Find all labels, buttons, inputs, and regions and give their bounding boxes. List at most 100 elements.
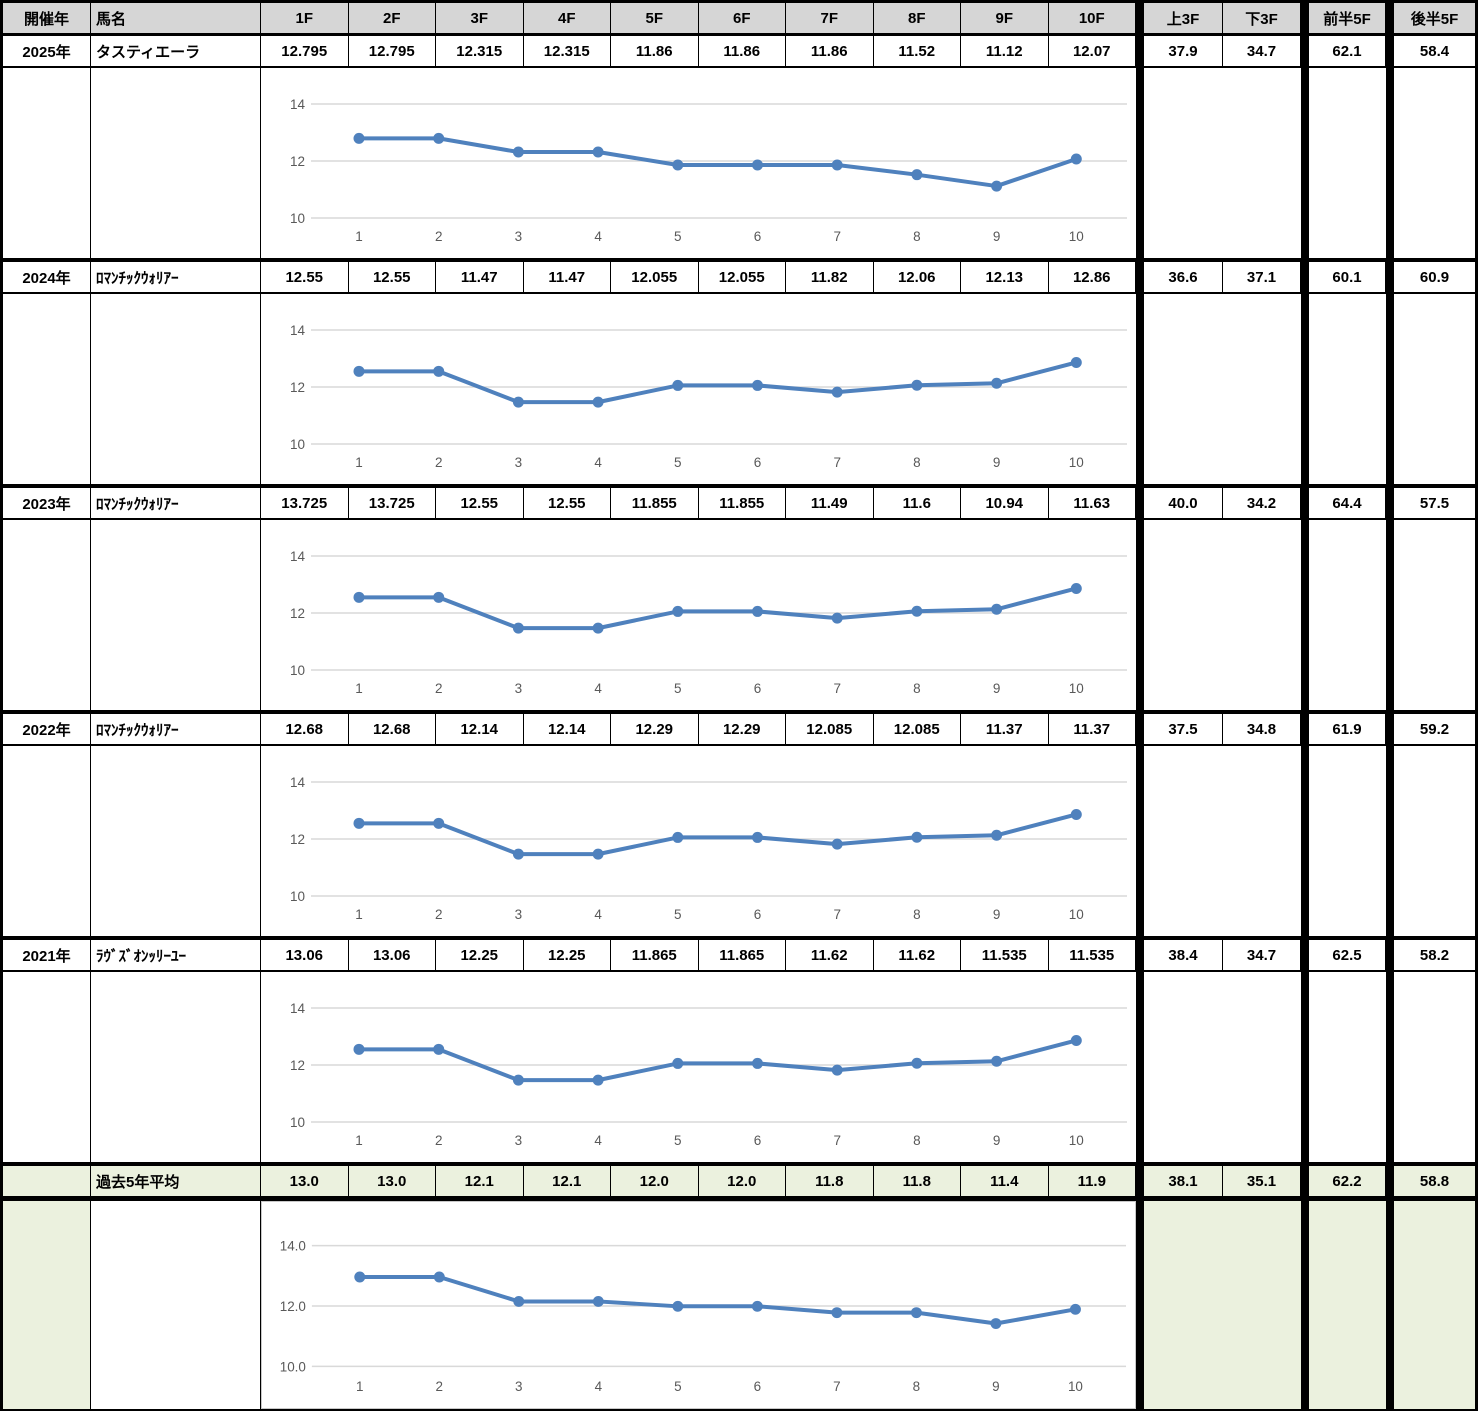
empty-cell <box>91 1201 261 1409</box>
summary-cell: 62.5 <box>1309 940 1386 972</box>
summary-cell: 37.9 <box>1144 36 1223 68</box>
data-point-marker <box>672 831 684 843</box>
lap-time-cell: 11.8 <box>873 1166 961 1198</box>
lap-time-cell: 12.29 <box>611 714 699 746</box>
data-point-marker <box>433 132 445 144</box>
data-point-marker <box>354 1271 366 1283</box>
lap-chart-2024年: 14 12 10 1 2 3 4 5 6 7 8 9 10 <box>261 294 1136 484</box>
y-axis-tick-label: 12.0 <box>280 1299 306 1314</box>
y-axis-tick-label: 12 <box>290 606 305 621</box>
x-axis-tick-label: 4 <box>594 229 602 244</box>
x-axis-tick-label: 8 <box>913 681 921 696</box>
empty-cell <box>1309 520 1386 710</box>
empty-cell <box>1394 68 1475 258</box>
y-axis-tick-label: 12 <box>290 832 305 847</box>
data-point-marker <box>592 848 604 860</box>
data-point-marker <box>911 379 923 391</box>
x-axis-tick-label: 10 <box>1069 681 1084 696</box>
x-axis-tick-label: 4 <box>594 907 602 922</box>
horse-name-cell: タスティエーラ <box>91 36 261 68</box>
x-axis-tick-label: 3 <box>515 229 523 244</box>
year-cell: 2025年 <box>3 36 91 68</box>
lap-time-cell: 11.865 <box>698 940 786 972</box>
empty-cell <box>1394 294 1475 484</box>
data-point-marker <box>831 612 843 624</box>
empty-cell <box>1144 746 1301 936</box>
y-axis-tick-label: 12 <box>290 154 305 169</box>
horse-name-cell: 過去5年平均 <box>91 1166 261 1198</box>
column-header: 1F <box>261 3 349 33</box>
column-header: 5F <box>611 3 699 33</box>
summary-cell: 64.4 <box>1309 488 1386 520</box>
y-axis-tick-label: 12 <box>290 380 305 395</box>
x-axis-tick-label: 5 <box>674 1133 682 1148</box>
horse-name-cell: ﾛﾏﾝﾁｯｸｳｫﾘｱｰ <box>91 262 261 294</box>
x-axis-tick-label: 5 <box>674 681 682 696</box>
data-point-marker <box>512 848 524 860</box>
data-point-marker <box>353 1043 365 1055</box>
data-point-marker <box>592 146 604 158</box>
lap-time-cell: 11.855 <box>611 488 699 520</box>
column-header: 馬名 <box>91 3 261 33</box>
column-header: 上3F <box>1144 3 1223 33</box>
data-point-marker <box>592 1074 604 1086</box>
lap-time-cell: 12.13 <box>961 262 1049 294</box>
summary-cell: 60.1 <box>1309 262 1386 294</box>
column-header: 4F <box>523 3 611 33</box>
column-header: 7F <box>786 3 874 33</box>
x-axis-tick-label: 1 <box>355 1133 363 1148</box>
x-axis-tick-label: 3 <box>515 1133 523 1148</box>
lap-time-line-series <box>357 586 1079 631</box>
data-point-marker <box>991 377 1003 389</box>
x-axis-tick-label: 2 <box>435 455 443 470</box>
x-axis-tick-label: 2 <box>435 907 443 922</box>
data-point-marker <box>353 132 365 144</box>
data-point-marker <box>752 605 763 617</box>
empty-cell <box>1394 1201 1475 1409</box>
data-point-marker <box>512 396 524 408</box>
empty-cell <box>1144 520 1301 710</box>
year-cell <box>3 1166 91 1198</box>
lap-time-cell: 13.0 <box>348 1166 436 1198</box>
empty-cell <box>1394 972 1475 1162</box>
x-axis-tick-label: 9 <box>993 681 1001 696</box>
x-axis-tick-label: 9 <box>993 229 1001 244</box>
x-axis-tick-label: 1 <box>355 455 363 470</box>
data-point-marker <box>512 146 524 158</box>
empty-cell <box>3 294 91 484</box>
empty-cell <box>1309 68 1386 258</box>
x-axis-tick-label: 4 <box>594 681 602 696</box>
y-axis-tick-label: 12 <box>290 1058 305 1073</box>
y-axis-tick-label: 10.0 <box>280 1359 306 1374</box>
x-axis-tick-label: 6 <box>754 229 762 244</box>
summary-cell: 40.0 <box>1144 488 1223 520</box>
lap-time-cell: 12.795 <box>261 36 349 68</box>
data-point-marker <box>910 1307 922 1319</box>
column-header: 3F <box>436 3 524 33</box>
y-axis-tick-label: 10 <box>290 889 305 904</box>
x-axis-tick-label: 1 <box>355 229 363 244</box>
data-point-marker <box>433 365 445 377</box>
data-point-marker <box>831 1307 843 1319</box>
lap-time-cell: 12.055 <box>611 262 699 294</box>
summary-cell: 37.1 <box>1223 262 1301 294</box>
summary-cell: 36.6 <box>1144 262 1223 294</box>
y-axis-tick-label: 14 <box>290 97 306 112</box>
data-point-marker <box>752 379 763 391</box>
x-axis-tick-label: 10 <box>1069 1133 1084 1148</box>
x-axis-tick-label: 9 <box>992 1379 999 1394</box>
data-point-marker <box>831 1064 843 1076</box>
data-point-marker <box>672 1300 684 1312</box>
data-point-marker <box>672 159 684 171</box>
data-point-marker <box>990 1318 1002 1329</box>
data-point-marker <box>672 1057 684 1069</box>
lap-time-cell: 13.725 <box>348 488 436 520</box>
summary-cell: 62.2 <box>1309 1166 1386 1198</box>
data-point-marker <box>991 180 1003 192</box>
x-axis-tick-label: 8 <box>913 455 921 470</box>
x-axis-tick-label: 6 <box>754 907 762 922</box>
lap-time-cell: 12.25 <box>523 940 611 972</box>
lap-time-cell: 11.4 <box>961 1166 1049 1198</box>
